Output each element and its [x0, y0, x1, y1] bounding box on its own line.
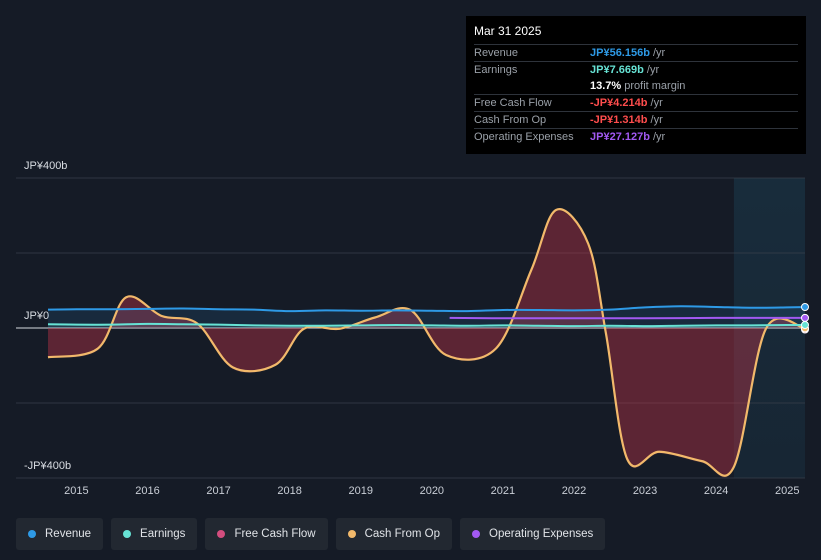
area-revenue	[48, 306, 805, 328]
data-tooltip: Mar 31 2025 Revenue JP¥56.156b /yr Earni…	[466, 16, 806, 154]
x-tick-label: 2019	[348, 485, 373, 497]
tooltip-value: JP¥7.669b	[590, 64, 644, 76]
tooltip-row-earnings: Earnings JP¥7.669b /yr	[474, 61, 798, 78]
tooltip-row-cfo: Cash From Op -JP¥1.314b /yr	[474, 111, 798, 128]
legend-item-cash-from-op[interactable]: Cash From Op	[335, 518, 453, 550]
tooltip-row-opex: Operating Expenses JP¥27.127b /yr	[474, 128, 798, 145]
tooltip-date: Mar 31 2025	[474, 24, 542, 38]
legend-dot-icon	[28, 530, 36, 538]
x-tick-label: 2017	[206, 485, 231, 497]
legend-dot-icon	[472, 530, 481, 538]
tooltip-value: -JP¥1.314b	[590, 114, 648, 126]
legend-label: Operating Expenses	[489, 528, 594, 540]
x-tick-label: 2015	[64, 485, 89, 497]
endpoint-operating-expenses	[801, 313, 809, 322]
series-line-earnings	[47, 322, 806, 328]
x-tick-label: 2025	[774, 485, 800, 497]
y-tick-label-top: JP¥400b	[24, 160, 68, 172]
legend-item-earnings[interactable]: Earnings	[111, 518, 198, 550]
legend-label: Revenue	[45, 528, 92, 540]
tooltip-unit: /yr	[647, 97, 663, 109]
legend: Revenue Earnings Free Cash Flow Cash Fro…	[16, 518, 606, 550]
endpoint-earnings	[801, 321, 809, 329]
legend-label: Free Cash Flow	[234, 528, 316, 540]
x-tick-label: 2021	[490, 485, 516, 497]
legend-label: Cash From Op	[364, 528, 441, 540]
series-line-cash-from-op	[47, 208, 806, 477]
tooltip-label: Revenue	[474, 47, 519, 59]
area-cash-from-op	[48, 209, 805, 476]
tooltip-row-revenue: Revenue JP¥56.156b /yr	[474, 44, 798, 61]
y-tick-label-zero: JP¥0	[24, 310, 50, 322]
legend-dot-icon	[123, 530, 132, 538]
tooltip-unit: /yr	[647, 114, 663, 126]
tooltip-unit: profit margin	[621, 80, 686, 92]
tooltip-label: Earnings	[474, 64, 518, 76]
tooltip-unit: /yr	[649, 131, 666, 143]
tooltip-value: JP¥27.127b	[590, 131, 650, 143]
tooltip-unit: /yr	[649, 47, 666, 59]
tooltip-value: JP¥56.156b	[590, 47, 650, 59]
x-tick-label: 2022	[561, 485, 587, 497]
tooltip-label: Free Cash Flow	[474, 97, 552, 109]
legend-item-operating-expenses[interactable]: Operating Expenses	[460, 518, 606, 550]
tooltip-value: 13.7%	[590, 80, 622, 92]
legend-item-free-cash-flow[interactable]: Free Cash Flow	[205, 518, 328, 550]
tooltip-label: Cash From Op	[474, 114, 547, 126]
legend-item-revenue[interactable]: Revenue	[16, 518, 104, 550]
series-line-revenue	[47, 305, 806, 313]
tooltip-row-margin: 13.7% profit margin	[474, 78, 798, 94]
x-tick-label: 2018	[277, 485, 302, 497]
area-free-cash-flow	[48, 211, 805, 478]
x-tick-label: 2023	[632, 485, 658, 497]
y-tick-label-bottom: -JP¥400b	[24, 460, 72, 472]
x-tick-label: 2016	[135, 485, 160, 497]
x-tick-label: 2020	[419, 485, 445, 497]
legend-dot-icon	[347, 530, 356, 538]
tooltip-row-fcf: Free Cash Flow -JP¥4.214b /yr	[474, 94, 798, 111]
tooltip-label: Operating Expenses	[474, 131, 574, 143]
tooltip-unit: /yr	[643, 64, 660, 76]
x-tick-label: 2024	[703, 485, 729, 497]
endpoint-revenue	[801, 303, 809, 311]
legend-dot-icon	[217, 530, 226, 538]
tooltip-value: -JP¥4.214b	[590, 97, 648, 109]
legend-label: Earnings	[140, 528, 186, 540]
